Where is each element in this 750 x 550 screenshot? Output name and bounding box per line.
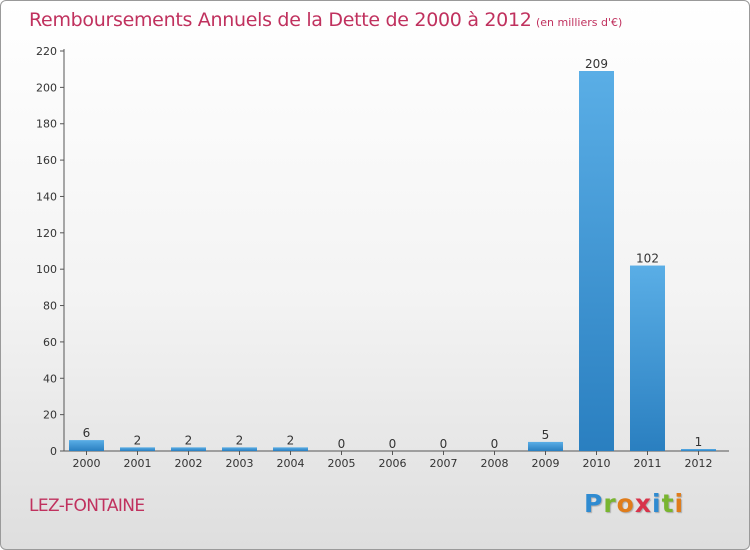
data-label: 0 bbox=[440, 437, 448, 451]
data-label: 1 bbox=[695, 435, 703, 449]
x-tick-label: 2009 bbox=[532, 457, 560, 470]
bars: 6 2 2 2 2 0 0 0 0 5 209 102 1 bbox=[69, 57, 716, 451]
data-label: 0 bbox=[491, 437, 499, 451]
logo-letter: r bbox=[603, 489, 617, 518]
x-tick-label: 2004 bbox=[277, 457, 305, 470]
y-tick-label: 20 bbox=[43, 409, 57, 422]
y-tick-label: 40 bbox=[43, 372, 57, 385]
data-label: 0 bbox=[389, 437, 397, 451]
bar bbox=[273, 447, 308, 451]
x-tick-label: 2007 bbox=[430, 457, 458, 470]
y-tick-label: 60 bbox=[43, 336, 57, 349]
y-tick-label: 180 bbox=[36, 118, 57, 131]
bar bbox=[681, 449, 716, 451]
x-tick-label: 2006 bbox=[379, 457, 407, 470]
y-tick-label: 80 bbox=[43, 300, 57, 313]
bar bbox=[120, 447, 155, 451]
logo-letter: t bbox=[661, 489, 675, 518]
y-tick-label: 160 bbox=[36, 154, 57, 167]
y-tick-label: 220 bbox=[36, 45, 57, 58]
bar bbox=[222, 447, 257, 451]
logo-letter: i bbox=[674, 489, 685, 518]
y-tick-label: 140 bbox=[36, 190, 57, 203]
x-tick-label: 2003 bbox=[226, 457, 254, 470]
unit-note: (en milliers d'€) bbox=[536, 16, 623, 29]
data-label: 2 bbox=[236, 433, 244, 447]
data-label: 102 bbox=[636, 252, 659, 266]
x-tick-label: 2011 bbox=[634, 457, 662, 470]
x-tick-label: 2001 bbox=[124, 457, 152, 470]
x-tick-label: 2002 bbox=[175, 457, 203, 470]
x-tick-label: 2008 bbox=[481, 457, 509, 470]
bar bbox=[69, 440, 104, 451]
bar bbox=[171, 447, 206, 451]
y-tick-label: 200 bbox=[36, 81, 57, 94]
logo-letter: x bbox=[634, 489, 652, 518]
bar bbox=[579, 71, 614, 451]
location-name: LEZ-FONTAINE bbox=[29, 496, 145, 516]
x-tick-label: 2012 bbox=[685, 457, 713, 470]
logo-letter: i bbox=[652, 489, 662, 518]
x-tick-label: 2005 bbox=[328, 457, 356, 470]
data-label: 2 bbox=[134, 433, 142, 447]
data-label: 2 bbox=[287, 433, 295, 447]
data-label: 5 bbox=[542, 428, 550, 442]
chart-title: Remboursements Annuels de la Dette de 20… bbox=[29, 9, 532, 31]
y-tick-label: 100 bbox=[36, 263, 57, 276]
bar bbox=[630, 265, 665, 451]
x-tick-label: 2010 bbox=[583, 457, 611, 470]
x-tick-label: 2000 bbox=[73, 457, 101, 470]
data-label: 6 bbox=[83, 426, 91, 440]
logo-letter: P bbox=[584, 489, 604, 518]
y-tick-label: 0 bbox=[50, 445, 57, 458]
logo-letter: o bbox=[616, 489, 635, 518]
data-label: 0 bbox=[338, 437, 346, 451]
y-tick-label: 120 bbox=[36, 227, 57, 240]
data-label: 209 bbox=[585, 57, 608, 71]
bar bbox=[528, 441, 563, 451]
data-label: 2 bbox=[185, 433, 193, 447]
proxiti-logo: Proxiti bbox=[584, 489, 684, 518]
